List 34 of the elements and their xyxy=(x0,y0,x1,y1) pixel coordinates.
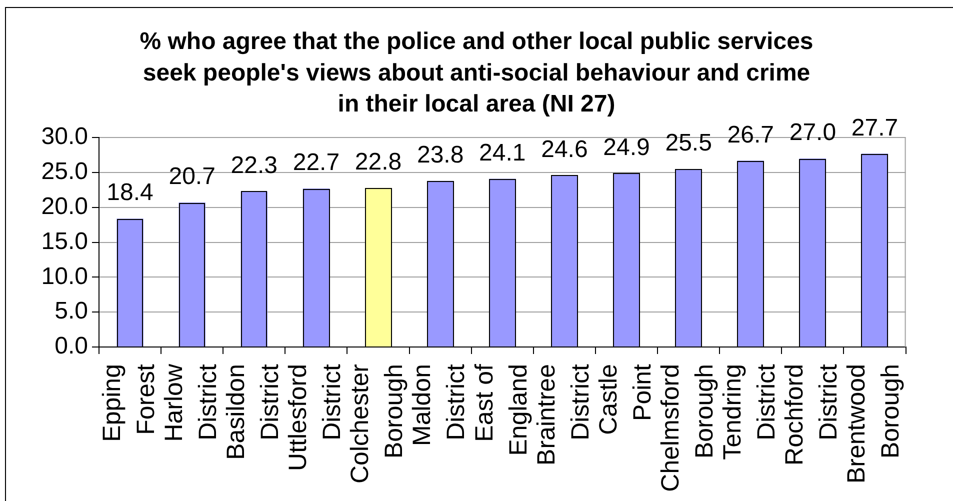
x-tick-label: Colchester Borough xyxy=(346,364,408,484)
y-tick-label: 5.0 xyxy=(54,298,88,325)
data-label: 23.8 xyxy=(416,142,464,168)
data-label: 18.4 xyxy=(106,179,154,206)
x-tick-label: Basildon District xyxy=(222,364,284,460)
x-tick-label: Rochford District xyxy=(780,364,843,466)
data-label: 24.1 xyxy=(479,139,526,166)
data-label: 26.7 xyxy=(727,121,774,148)
x-tick-label: Castle Point xyxy=(594,364,656,435)
data-label: 24.9 xyxy=(603,134,650,161)
data-label: 20.7 xyxy=(168,163,216,190)
x-tick-label: Uttlesford District xyxy=(284,364,346,471)
x-tick-label: Maldon District xyxy=(408,364,470,446)
data-label: 25.5 xyxy=(665,130,712,157)
y-tick-label: 0.0 xyxy=(54,332,88,360)
y-tick-label: 20.0 xyxy=(41,193,88,220)
y-tick-label: 30.0 xyxy=(41,123,88,150)
x-tick-label: East of England xyxy=(470,364,532,456)
data-label: 27.7 xyxy=(851,114,898,142)
y-tick-label: 25.0 xyxy=(41,158,88,186)
x-tick-label: Chelmsford Borough xyxy=(656,364,718,492)
chart-title: % who agree that the police and other local public services seek people's views about anti-social behaviour and crime in their local area (NI 27) xyxy=(140,28,814,118)
x-tick-label: Epping Forest xyxy=(98,364,160,442)
y-tick-label: 10.0 xyxy=(41,262,88,290)
data-label: 22.7 xyxy=(292,149,340,176)
data-label: 22.8 xyxy=(354,148,402,176)
data-label: 27.0 xyxy=(789,119,836,146)
data-label: 24.6 xyxy=(541,136,588,163)
x-tick-label: Harlow District xyxy=(160,363,222,442)
data-label: 22.3 xyxy=(230,152,278,179)
x-tick-label: Braintree District xyxy=(532,364,594,466)
y-tick-label: 15.0 xyxy=(41,228,88,255)
x-tick-label: Tendring District xyxy=(718,364,781,460)
x-tick-label: Brentwood Borough xyxy=(842,364,905,484)
